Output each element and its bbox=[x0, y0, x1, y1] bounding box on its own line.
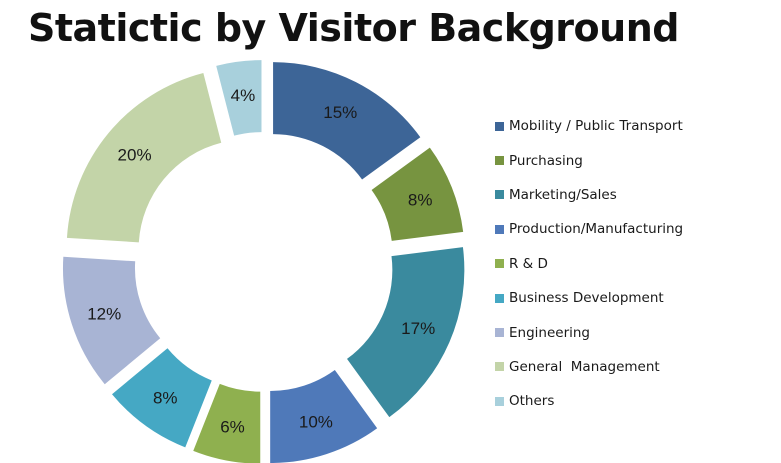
legend-label: Others bbox=[509, 393, 555, 410]
legend-item: Engineering bbox=[495, 315, 683, 349]
chart-title: Statictic by Visitor Background bbox=[28, 6, 679, 50]
legend-swatch bbox=[495, 362, 504, 372]
slice-label: 4% bbox=[231, 86, 256, 105]
slice-label: 8% bbox=[408, 191, 433, 210]
legend-label: Purchasing bbox=[509, 152, 583, 169]
donut-slice bbox=[273, 62, 421, 180]
donut-slice bbox=[270, 370, 378, 463]
donut-slice bbox=[112, 348, 212, 448]
donut-slice bbox=[216, 60, 262, 136]
slice-label: 6% bbox=[220, 418, 245, 437]
legend-label: Engineering bbox=[509, 324, 590, 341]
donut-slice bbox=[371, 147, 464, 241]
chart-legend: Mobility / Public Transport Purchasing Mar… bbox=[495, 109, 683, 419]
donut-slice bbox=[193, 383, 261, 463]
slice-label: 15% bbox=[323, 103, 357, 122]
legend-item: Business Development bbox=[495, 281, 683, 315]
donut-slice bbox=[347, 247, 465, 418]
legend-item: General Management bbox=[495, 350, 683, 384]
legend-swatch bbox=[495, 190, 504, 200]
legend-label: Business Development bbox=[509, 290, 664, 307]
slice-label: 12% bbox=[87, 304, 121, 323]
legend-swatch bbox=[495, 293, 504, 303]
legend-label: Marketing/Sales bbox=[509, 186, 617, 203]
legend-swatch bbox=[495, 328, 504, 338]
legend-swatch bbox=[495, 121, 504, 131]
legend-label: Production/Manufacturing bbox=[509, 221, 684, 238]
legend-swatch bbox=[495, 259, 504, 269]
legend-item: Production/Manufacturing bbox=[495, 212, 683, 246]
donut-slice bbox=[62, 256, 161, 385]
slice-label: 8% bbox=[153, 388, 178, 407]
legend-label: Mobility / Public Transport bbox=[509, 118, 683, 135]
legend-label: R & D bbox=[509, 255, 548, 272]
donut-slices bbox=[62, 60, 465, 463]
donut-slice-labels: 15% 8% 17% 10% 6% 8% 12% 20% 4% bbox=[87, 86, 435, 437]
legend-item: Purchasing bbox=[495, 143, 683, 177]
legend-item: Marketing/Sales bbox=[495, 178, 683, 212]
legend-item: R & D bbox=[495, 247, 683, 281]
slice-label: 10% bbox=[299, 412, 333, 431]
legend-swatch bbox=[495, 396, 504, 406]
legend-swatch bbox=[495, 156, 504, 166]
legend-label: General Management bbox=[509, 358, 660, 375]
legend-item: Mobility / Public Transport bbox=[495, 109, 683, 143]
legend-swatch bbox=[495, 224, 504, 234]
legend-item: Others bbox=[495, 384, 683, 418]
slice-label: 17% bbox=[401, 319, 435, 338]
slice-label: 20% bbox=[118, 145, 152, 164]
donut-slice bbox=[66, 72, 222, 243]
